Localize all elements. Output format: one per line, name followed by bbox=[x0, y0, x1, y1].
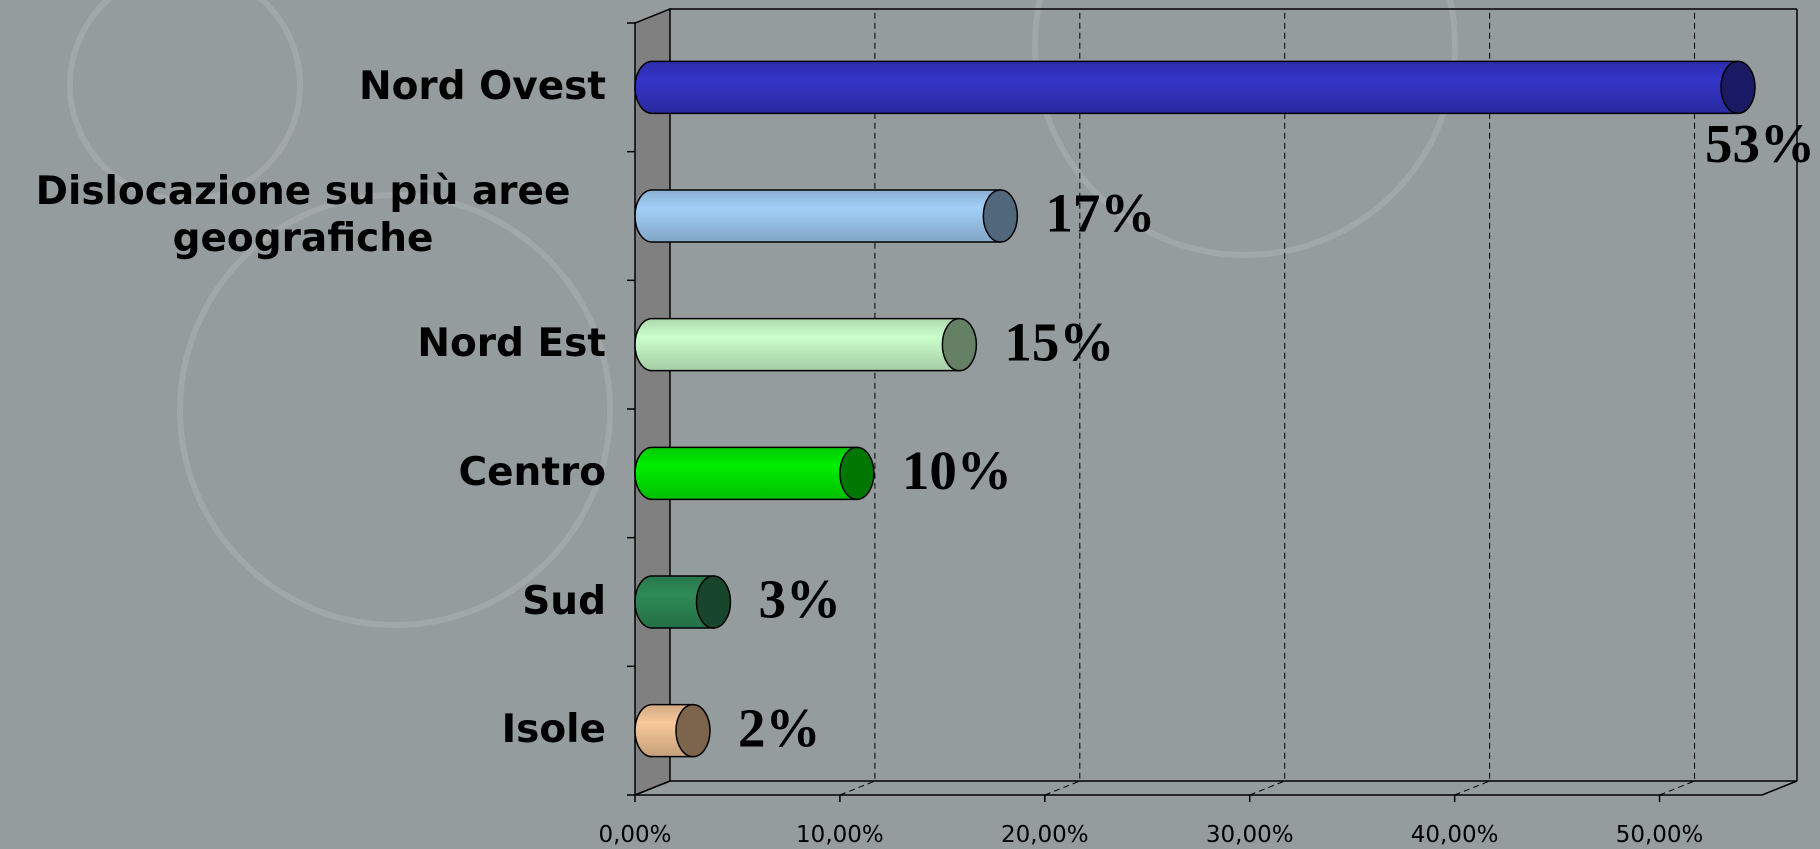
bar bbox=[634, 60, 1756, 115]
bar-cap bbox=[982, 189, 1019, 243]
x-tick-label: 50,00% bbox=[1616, 822, 1704, 848]
category-text: Centro bbox=[458, 449, 606, 495]
bar bbox=[634, 446, 875, 501]
category-label: Nord Ovest bbox=[0, 23, 606, 152]
grid-line bbox=[839, 9, 876, 796]
category-label: Centro bbox=[0, 409, 606, 538]
category-text: Nord Est bbox=[417, 321, 606, 367]
category-label: Dislocazione su più aree geografiche bbox=[0, 152, 606, 281]
value-label: 3% bbox=[758, 569, 841, 630]
bar-cap bbox=[839, 446, 875, 501]
category-label: Nord Est bbox=[0, 280, 606, 409]
category-label: Isole bbox=[0, 666, 606, 795]
value-label: 53% bbox=[1705, 113, 1815, 174]
bar bbox=[634, 317, 978, 372]
category-label: Sud bbox=[0, 538, 606, 667]
bar-body bbox=[634, 575, 715, 629]
category-text: Sud bbox=[522, 578, 606, 624]
background-decoration bbox=[67, 0, 1458, 628]
bar-cap bbox=[695, 575, 732, 629]
category-text: Nord Ovest bbox=[358, 63, 606, 109]
x-tick-label: 20,00% bbox=[1001, 822, 1089, 848]
bar-cap bbox=[941, 317, 978, 372]
bar-body bbox=[634, 446, 858, 501]
grid-line bbox=[1659, 9, 1696, 796]
value-label: 2% bbox=[738, 697, 821, 758]
value-label: 17% bbox=[1045, 183, 1155, 244]
category-text: Isole bbox=[501, 707, 606, 753]
category-text: Dislocazione su più aree geografiche bbox=[35, 169, 571, 261]
x-tick-label: 40,00% bbox=[1411, 822, 1499, 848]
grid-line bbox=[1044, 9, 1081, 796]
bar-cap bbox=[1720, 60, 1756, 115]
bar-cap bbox=[675, 703, 711, 758]
bar bbox=[634, 575, 732, 629]
floor bbox=[634, 780, 1798, 796]
grid-line bbox=[1454, 9, 1491, 796]
value-label: 15% bbox=[1004, 311, 1114, 372]
x-tick-label: 30,00% bbox=[1206, 822, 1294, 848]
bar-body bbox=[634, 317, 961, 372]
bar bbox=[634, 703, 711, 758]
grid-line bbox=[1249, 9, 1286, 796]
value-label: 10% bbox=[902, 440, 1012, 501]
left-wall bbox=[634, 7, 671, 797]
bar bbox=[634, 189, 1019, 243]
x-tick-label: 0,00% bbox=[598, 822, 671, 848]
bar-body bbox=[634, 189, 1002, 243]
bar-body bbox=[634, 60, 1739, 115]
x-tick-label: 10,00% bbox=[796, 822, 884, 848]
